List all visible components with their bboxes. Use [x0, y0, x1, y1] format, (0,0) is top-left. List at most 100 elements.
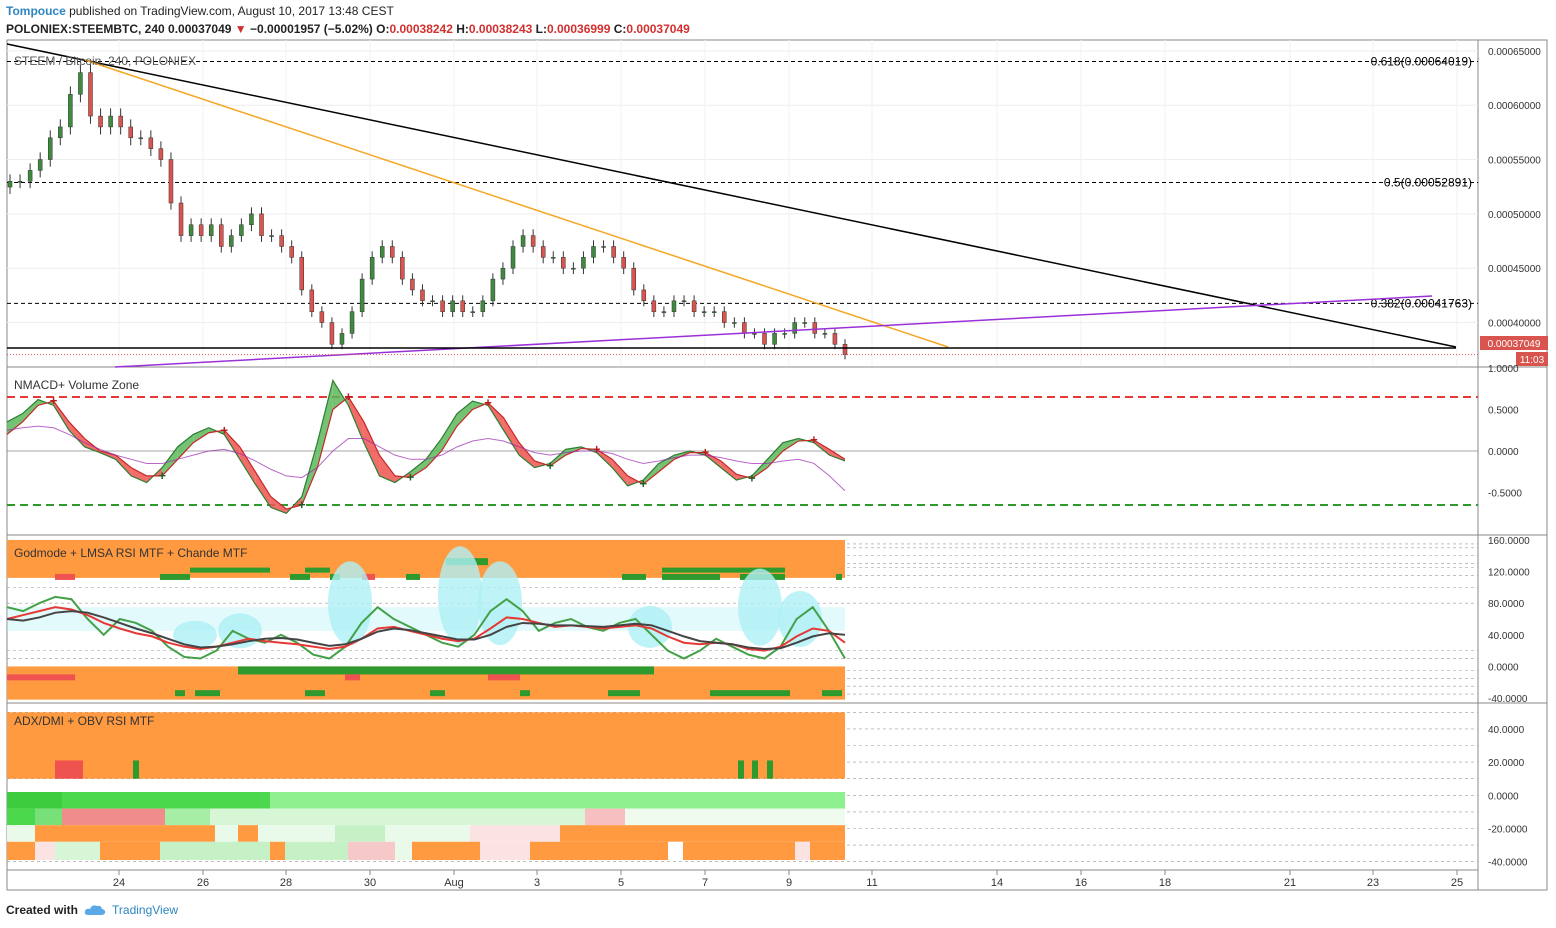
godmode-cyan-cloud: [738, 568, 782, 646]
candle-body: [681, 300, 687, 303]
tradingview-link[interactable]: TradingView: [112, 903, 179, 917]
godmode-band-spot: [195, 690, 220, 697]
price-tick-label: 0.00065000: [1488, 47, 1541, 58]
price-change: −0.00001957 (−5.02%): [250, 22, 373, 36]
adx-heat-cell: [412, 841, 480, 861]
nmacd-fill-segment: [503, 417, 520, 456]
nmacd-fill-segment: [767, 442, 783, 468]
adx-heat-cell: [270, 791, 845, 809]
adx-heat-cell: [35, 808, 62, 826]
open-label: O:: [376, 22, 390, 36]
candle-body: [359, 278, 365, 312]
adx-heat-cell: [100, 841, 160, 861]
godmode-rsi-pane[interactable]: [6, 539, 846, 700]
author-link[interactable]: Tompouce: [6, 4, 66, 18]
candle-body: [440, 300, 445, 312]
nmacd-cross-marker: +: [639, 476, 647, 491]
candle-body: [128, 126, 133, 139]
symbol-label: POLONIEX:STEEMBTC, 240: [6, 22, 165, 36]
candle-body: [279, 235, 284, 247]
candle-body: [792, 322, 797, 334]
price-pane[interactable]: 0.618(0.00064019) 0.5(0.00052891) 0.382(0.…: [6, 43, 1478, 368]
adx-heat-cell: [35, 841, 55, 861]
godmode-tick-label: 120.0000: [1488, 568, 1530, 579]
price-tick-label: 0.00040000: [1488, 319, 1541, 330]
adx-heat-cell: [7, 825, 35, 842]
adx-heat-cell: [795, 841, 810, 861]
nmacd-cross-marker: +: [345, 389, 353, 404]
fib-level-label: 0.5(0.00052891): [1384, 175, 1472, 189]
candle-body: [118, 115, 123, 128]
time-tick-label: 23: [1367, 877, 1379, 889]
time-tick-label: 26: [197, 877, 209, 889]
price-tick-label: 0.00050000: [1488, 210, 1541, 221]
candle-body: [842, 344, 848, 355]
candle-body: [551, 257, 556, 259]
nmacd-fill-segment: [317, 380, 333, 468]
published-text: published on TradingView.com, August 10,…: [69, 4, 394, 18]
adx-heat-cell: [668, 841, 683, 861]
nmacd-fill-segment: [643, 463, 659, 485]
adx-green-spot: [767, 760, 773, 779]
adx-heat-cell: [385, 825, 470, 842]
adx-orange-block: [7, 712, 845, 779]
candle-body: [782, 333, 787, 335]
candle-body: [148, 137, 154, 149]
candle-body: [581, 257, 586, 269]
last-price-label: 0.00037049: [1488, 339, 1541, 350]
time-tick-label: 28: [280, 877, 292, 889]
adx-heat-cell: [335, 825, 385, 842]
adx-heat-cell: [285, 841, 348, 861]
adx-heat-cell: [7, 841, 35, 861]
nmacd-cross-marker: +: [220, 422, 228, 437]
nmacd-fill-segment: [69, 421, 85, 447]
candle-body: [17, 181, 23, 183]
low-label: L:: [535, 22, 547, 36]
adx-green-spot: [133, 760, 139, 779]
time-tick-label: 25: [1451, 877, 1463, 889]
candle-body: [470, 311, 476, 313]
nmacd-fill-segment: [612, 459, 628, 486]
nmacd-fill-segment: [658, 455, 675, 472]
candle-body: [601, 246, 606, 248]
godmode-cyan-cloud: [328, 561, 372, 646]
candle-body: [762, 333, 767, 345]
candle-body: [711, 311, 717, 313]
adx-heat-cell: [7, 808, 35, 826]
adx-heat-cell: [348, 841, 395, 861]
godmode-band-spot: [730, 690, 790, 697]
candle-body: [631, 267, 636, 291]
godmode-band-spot: [55, 573, 75, 580]
godmode-band-spot: [190, 567, 270, 573]
nmacd-pane[interactable]: + + + + + + + + + + + + +: [6, 378, 1478, 514]
candle-body: [561, 257, 566, 269]
adx-heat-cell: [810, 841, 845, 861]
nmacd-cross-marker: +: [298, 497, 306, 512]
godmode-tick-label: 80.0000: [1488, 599, 1525, 610]
candle-body: [299, 257, 304, 291]
nmacd-signal-line: [6, 425, 846, 492]
nmacd-fill-segment: [441, 413, 458, 451]
time-tick-label: 30: [364, 877, 376, 889]
nmacd-tick-label: 1.0000: [1488, 364, 1519, 375]
godmode-tick-label: 0.0000: [1488, 662, 1519, 673]
candle-body: [802, 322, 808, 324]
pane-frames: [6, 39, 1548, 891]
down-arrow-icon: ▼: [234, 22, 247, 36]
adx-heat-cell: [480, 841, 530, 861]
adx-heat-cell: [215, 825, 238, 842]
chart-frame: [6, 39, 1548, 891]
candle-body: [641, 289, 647, 302]
godmode-tick-label: 40.0000: [1488, 631, 1525, 642]
candle-body: [400, 257, 405, 280]
adx-pane-title: ADX/DMI + OBV RSI MTF: [14, 714, 154, 728]
nmacd-fill-segment: [426, 438, 442, 468]
adx-obv-pane[interactable]: [7, 712, 845, 861]
candle-body: [329, 322, 335, 345]
candle-body: [68, 94, 73, 128]
candle-body: [571, 267, 576, 270]
candle-body: [168, 159, 174, 204]
adx-heat-cell: [585, 808, 625, 826]
candle-body: [752, 333, 757, 335]
